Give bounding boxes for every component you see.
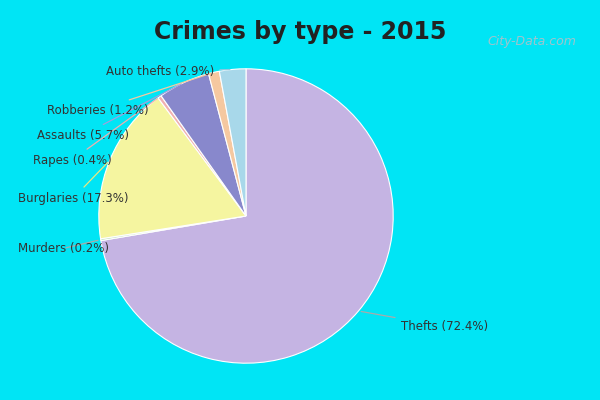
Text: Murders (0.2%): Murders (0.2%)	[18, 240, 109, 255]
Text: City-Data.com: City-Data.com	[488, 35, 577, 48]
Wedge shape	[209, 71, 246, 216]
Text: Auto thefts (2.9%): Auto thefts (2.9%)	[106, 65, 230, 78]
Text: Assaults (5.7%): Assaults (5.7%)	[37, 84, 181, 142]
Text: Burglaries (17.3%): Burglaries (17.3%)	[18, 162, 128, 205]
Wedge shape	[99, 98, 246, 239]
Wedge shape	[158, 96, 246, 216]
Text: Rapes (0.4%): Rapes (0.4%)	[32, 98, 157, 166]
Wedge shape	[101, 216, 246, 240]
Text: Crimes by type - 2015: Crimes by type - 2015	[154, 20, 446, 44]
Wedge shape	[101, 69, 393, 363]
Text: Robberies (1.2%): Robberies (1.2%)	[47, 73, 211, 116]
Text: Thefts (72.4%): Thefts (72.4%)	[361, 312, 488, 333]
Wedge shape	[161, 74, 246, 216]
Wedge shape	[220, 69, 246, 216]
